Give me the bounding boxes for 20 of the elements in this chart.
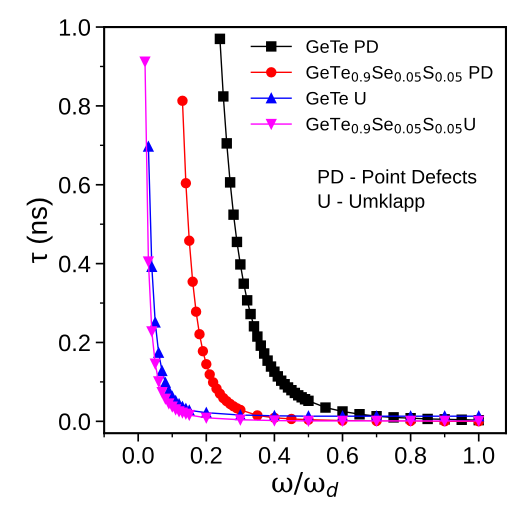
y-tick-label: 0.6 (59, 176, 90, 194)
x-tick-label: 0.8 (395, 446, 426, 464)
annotation: U - Umklapp (318, 194, 424, 212)
legend-label: GeTe U (306, 92, 366, 105)
y-tick-label: 0.2 (59, 334, 90, 352)
y-tick-label: 0.0 (59, 413, 90, 430)
x-tick-label: 0.6 (327, 446, 358, 464)
legend-label: GeTe PD (306, 40, 378, 53)
x-tick-label: 0.4 (258, 446, 290, 464)
x-axis-title: ω/ω$_{d}$ (272, 472, 338, 498)
x-tick-label: 0.2 (190, 446, 222, 464)
y-axis-title: τ (ns) (26, 198, 53, 263)
annotation: PD - Point Defects (318, 169, 476, 184)
legend-label: GeTe$_{0.9}$Se$_{0.05}$S$_{0.05}$ PD (306, 66, 492, 82)
x-tick-label: 0.0 (122, 446, 154, 464)
y-tick-label: 0.8 (59, 98, 90, 115)
legend-label: GeTe$_{0.9}$Se$_{0.05}$S$_{0.05}$U (306, 118, 475, 134)
y-tick-label: 1.0 (60, 19, 90, 36)
x-tick-label: 1.0 (464, 446, 494, 464)
y-tick-label: 0.4 (59, 256, 90, 272)
